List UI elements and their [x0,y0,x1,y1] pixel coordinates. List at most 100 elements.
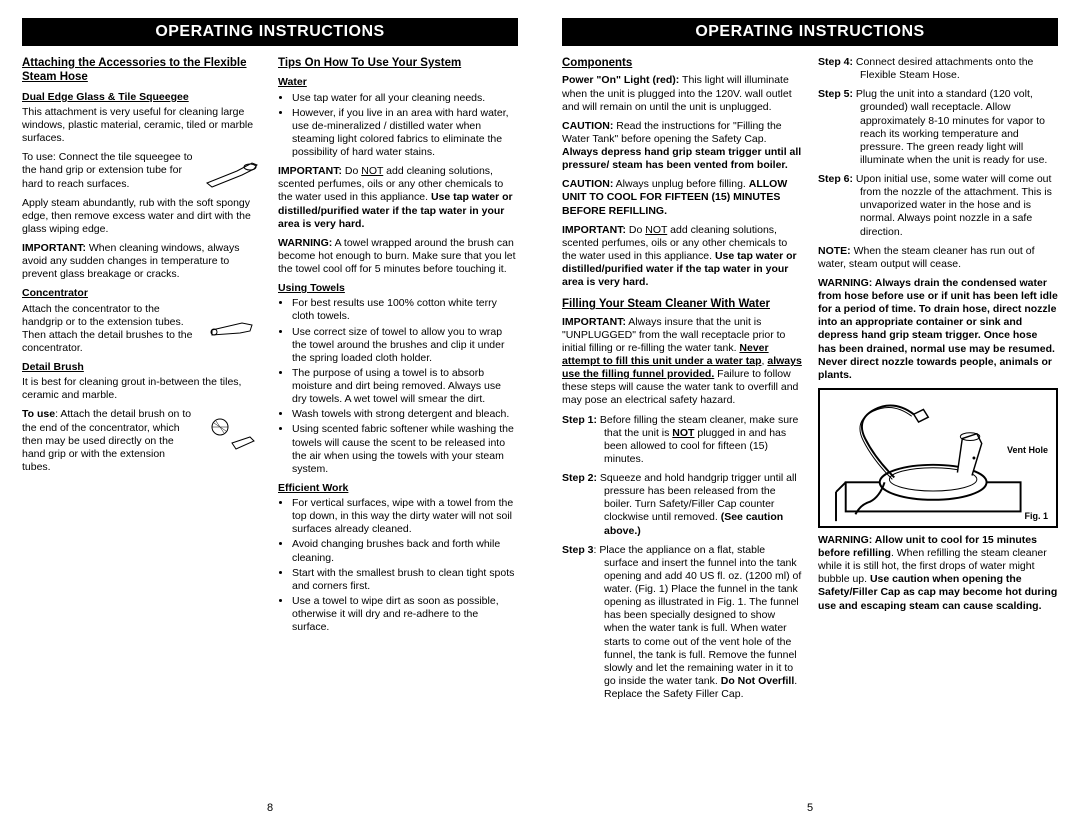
paragraph: This attachment is very useful for clean… [22,106,262,145]
paragraph: CAUTION: Always unplug before filling. A… [562,178,802,217]
list-item: The purpose of using a towel is to absor… [292,367,518,406]
sub-title: Efficient Work [278,482,518,495]
page-number: 5 [562,794,1058,816]
paragraph: Apply steam abundantly, rub with the sof… [22,197,262,236]
paragraph: IMPORTANT: Do NOT add cleaning solutions… [278,165,518,231]
step-label: Step 6: [818,173,853,185]
warning-label: WARNING: [818,534,872,546]
paragraph: IMPORTANT: Always insure that the unit i… [562,316,802,408]
paragraph: WARNING: Always drain the condensed wate… [818,277,1058,382]
header-bar: OPERATING INSTRUCTIONS [22,18,518,46]
step-label: Step 1: [562,414,597,426]
caution-label: CAUTION: [562,120,613,132]
text: When the steam cleaner has run out of wa… [818,245,1035,270]
paragraph: IMPORTANT: Do NOT add cleaning solutions… [562,224,802,290]
text: Do [342,165,361,177]
right-column: Tips On How To Use Your System Water Use… [278,56,518,794]
paragraph: It is best for cleaning grout in-between… [22,376,262,402]
list-item: Wash towels with strong detergent and bl… [292,408,518,421]
list: For vertical surfaces, wipe with a towel… [278,497,518,634]
list-item: Use correct size of towel to allow you t… [292,326,518,365]
sub-title: Detail Brush [22,361,262,374]
left-column: Components Power "On" Light (red): This … [562,56,802,794]
text: Always depress hand grip steam trigger u… [562,146,801,171]
list-item: Using scented fabric softener while wash… [292,423,518,476]
list: Use tap water for all your cleaning need… [278,92,518,160]
text: NOT [361,165,383,177]
paragraph: To use: Attach the detail brush on to th… [22,408,262,474]
note-label: NOTE: [818,245,851,257]
paragraph: Attach the concentrator to the handgrip … [22,303,262,356]
figure-1: Vent Hole Fig. 1 [818,388,1058,528]
list: For best results use 100% cotton white t… [278,297,518,476]
section-title: Tips On How To Use Your System [278,56,518,70]
concentrator-illustration [202,305,262,345]
section-title: Filling Your Steam Cleaner With Water [562,297,802,311]
header-bar: OPERATING INSTRUCTIONS [562,18,1058,46]
list-item: For vertical surfaces, wipe with a towel… [292,497,518,536]
step: Step 2: Squeeze and hold handgrip trigge… [562,472,802,538]
step-label: Step 4: [818,56,853,68]
sub-title: Water [278,76,518,89]
sub-title: Concentrator [22,287,262,300]
text: Always drain the condensed water from ho… [818,277,1058,381]
step: Step 1: Before filling the steam cleaner… [562,414,802,467]
list-item: For best results use 100% cotton white t… [292,297,518,323]
page-right: OPERATING INSTRUCTIONS Components Power … [540,0,1080,834]
page-left: OPERATING INSTRUCTIONS Attaching the Acc… [0,0,540,834]
step-label: Step 5: [818,88,853,100]
caution-label: CAUTION: [562,178,613,190]
paragraph: WARNING: A towel wrapped around the brus… [278,237,518,276]
text: Always unplug before filling. [613,178,748,190]
step: Step 5: Plug the unit into a standard (1… [818,88,1058,167]
figure-number: Fig. 1 [1024,511,1048,522]
text: Attach the concentrator to the handgrip … [22,303,192,354]
text: NOT [645,224,667,236]
paragraph: NOTE: When the steam cleaner has run out… [818,245,1058,271]
step: Step 3: Place the appliance on a flat, s… [562,544,802,702]
section-title: Attaching the Accessories to the Flexibl… [22,56,262,85]
important-label: IMPORTANT: [562,224,626,236]
step: Step 4: Connect desired attachments onto… [818,56,1058,82]
list-item: Start with the smallest brush to clean t… [292,567,518,593]
page-number: 8 [22,794,518,816]
sub-title: Dual Edge Glass & Tile Squeegee [22,91,262,104]
paragraph: To use: Connect the tile squeegee to the… [22,151,262,190]
important-label: IMPORTANT: [22,242,86,254]
to-use-label: To use [22,408,55,420]
brush-illustration [202,410,262,460]
power-label: Power "On" Light (red): [562,74,679,86]
sub-title: Using Towels [278,282,518,295]
paragraph: WARNING: Allow unit to cool for 15 minut… [818,534,1058,613]
text: : Place the appliance on a flat, stable … [594,544,802,687]
text: Plug the unit into a standard (120 volt,… [853,88,1047,166]
text: Do [626,224,645,236]
vent-hole-label: Vent Hole [1007,445,1048,456]
step: Step 6: Upon initial use, some water wil… [818,173,1058,239]
list-item: Avoid changing brushes back and forth wh… [292,538,518,564]
step-label: Step 3 [562,544,594,556]
figure-illustration [820,390,1056,526]
columns: Components Power "On" Light (red): This … [562,56,1058,794]
paragraph: IMPORTANT: When cleaning windows, always… [22,242,262,281]
text: Upon initial use, some water will come o… [853,173,1052,238]
list-item: Use tap water for all your cleaning need… [292,92,518,105]
text: Connect desired attachments onto the Fle… [853,56,1033,81]
text: NOT [672,427,694,439]
paragraph: Power "On" Light (red): This light will … [562,74,802,113]
text: Do Not Overfill [721,675,795,687]
text: To use: Connect the tile squeegee to the… [22,151,192,189]
list-item: Use a towel to wipe dirt as soon as poss… [292,595,518,634]
columns: Attaching the Accessories to the Flexibl… [22,56,518,794]
important-label: IMPORTANT: [562,316,626,328]
left-column: Attaching the Accessories to the Flexibl… [22,56,262,794]
paragraph: CAUTION: Read the instructions for "Fill… [562,120,802,173]
list-item: However, if you live in an area with har… [292,107,518,160]
important-label: IMPORTANT: [278,165,342,177]
warning-label: WARNING: [818,277,872,289]
warning-label: WARNING: [278,237,332,249]
section-title: Components [562,56,802,70]
squeegee-illustration [202,153,262,193]
right-column: Step 4: Connect desired attachments onto… [818,56,1058,794]
step-label: Step 2: [562,472,597,484]
